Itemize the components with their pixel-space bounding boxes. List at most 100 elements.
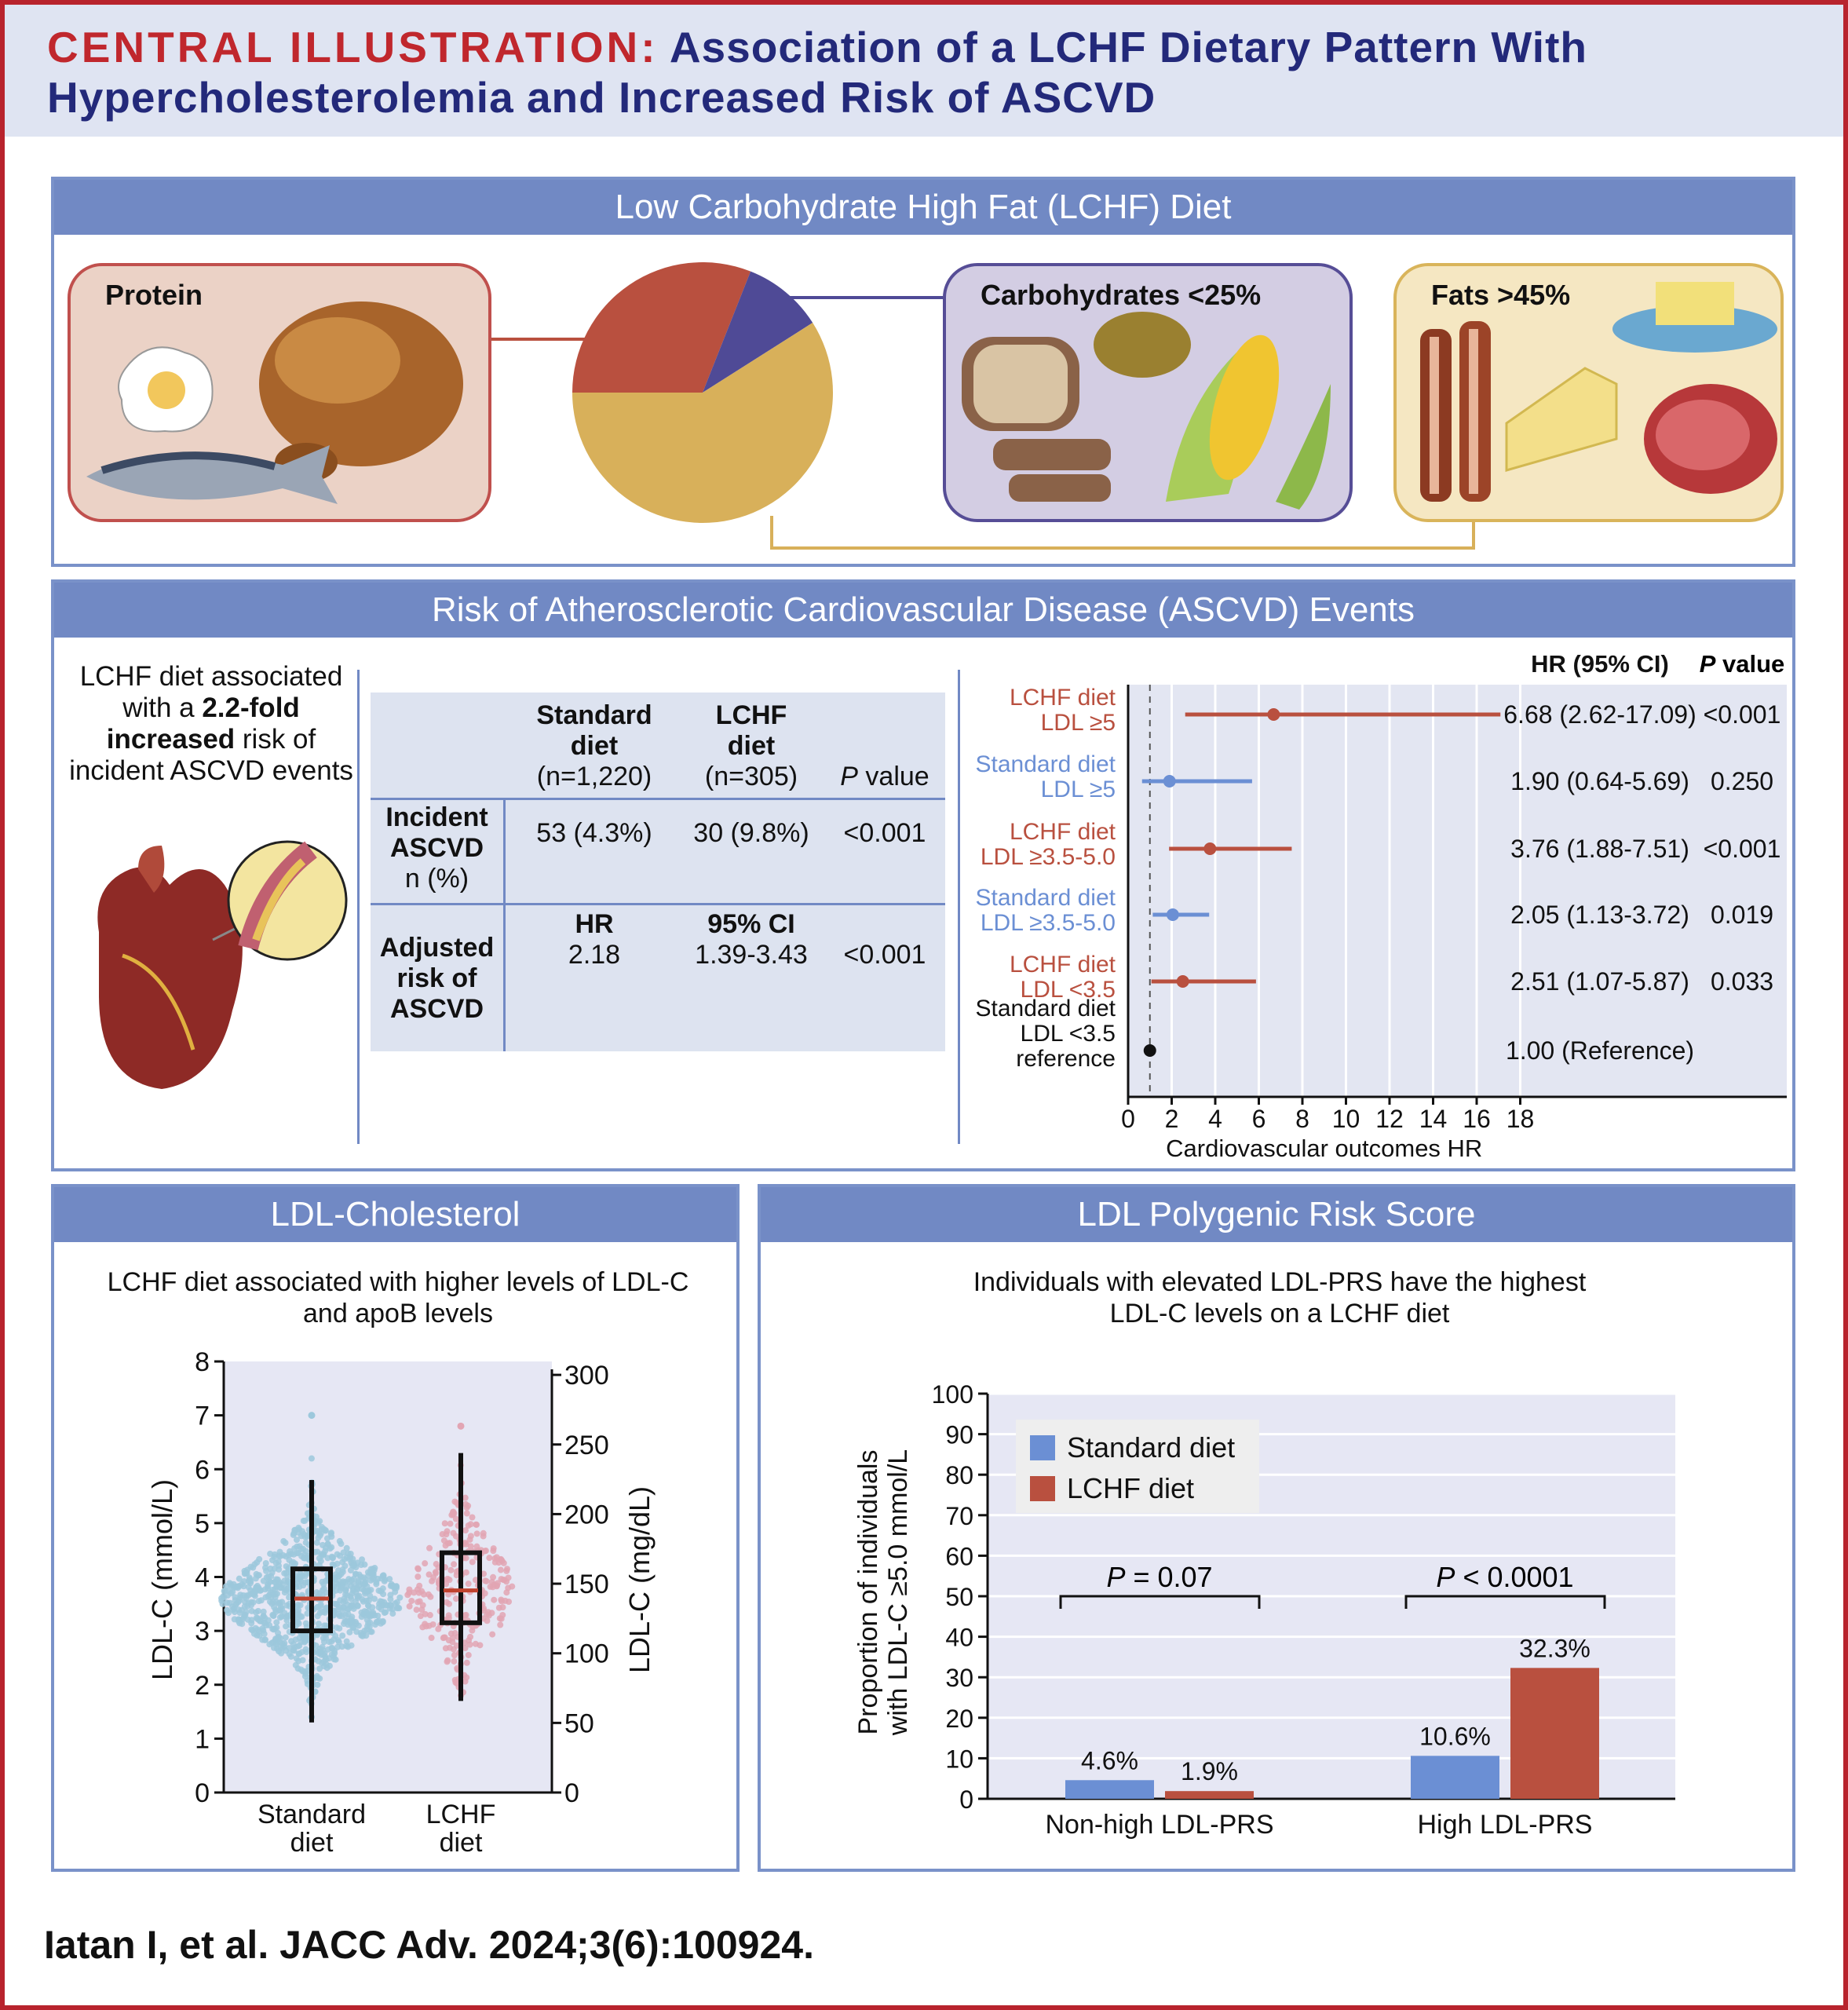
data-point (415, 1589, 422, 1596)
data-point (328, 1553, 335, 1560)
y-tick-label: 40 (945, 1624, 973, 1652)
data-point (447, 1566, 455, 1573)
data-point (345, 1606, 352, 1613)
data-point (257, 1597, 265, 1604)
chart-subtitle: and apoB levels (303, 1299, 493, 1328)
data-point (334, 1551, 341, 1558)
data-point (443, 1581, 450, 1588)
cell: 53 (4.3%) (536, 818, 652, 848)
data-point (256, 1555, 263, 1562)
y-tick-right-label: 250 (564, 1431, 609, 1460)
divider (357, 670, 360, 1144)
data-point (328, 1644, 335, 1651)
y-tick-label: 5 (195, 1509, 210, 1539)
data-point (427, 1593, 434, 1600)
data-point (348, 1582, 355, 1589)
data-point (293, 1655, 300, 1662)
data-point (300, 1545, 307, 1552)
y-tick-label: 4 (195, 1563, 210, 1593)
col-header-standard: Standard diet (n=1,220) (536, 700, 652, 791)
data-point (226, 1599, 233, 1606)
data-point (313, 1632, 320, 1639)
data-point (262, 1559, 269, 1566)
data-point (408, 1597, 415, 1604)
fats-label: Fats >45% (1431, 279, 1571, 311)
data-point (272, 1609, 279, 1616)
data-point (273, 1619, 280, 1626)
data-point (447, 1630, 455, 1637)
data-point (320, 1646, 327, 1654)
data-point (422, 1560, 429, 1567)
data-point (340, 1549, 347, 1556)
data-point (336, 1613, 343, 1620)
data-point (287, 1653, 294, 1660)
data-point (256, 1572, 263, 1579)
x-axis-label: Cardiovascular outcomes HR (1166, 1135, 1482, 1162)
data-point (320, 1663, 327, 1670)
row-label: LCHF diet (1010, 952, 1116, 978)
hr-value: 1.00 (Reference) (1506, 1036, 1694, 1065)
data-point (316, 1518, 323, 1525)
citation: Iatan I, et al. JACC Adv. 2024;3(6):1009… (44, 1923, 814, 1967)
data-point (370, 1570, 377, 1577)
potato-icon (1094, 312, 1191, 378)
data-point (297, 1570, 304, 1577)
data-point (330, 1653, 337, 1660)
y-tick-label: 70 (945, 1502, 973, 1530)
data-point (301, 1673, 309, 1680)
hr-point (1163, 775, 1176, 788)
y-tick-right-label: 100 (564, 1639, 609, 1669)
box (440, 1550, 482, 1625)
data-point (230, 1581, 237, 1588)
data-point (342, 1587, 349, 1594)
chart-subtitle: Individuals with elevated LDL-PRS have t… (973, 1267, 1587, 1297)
data-point (489, 1631, 496, 1638)
legend-swatch (1030, 1476, 1055, 1501)
data-point (341, 1621, 348, 1628)
y-tick-label: 100 (932, 1380, 973, 1409)
corn-icon (1166, 334, 1331, 510)
data-point (316, 1610, 323, 1617)
data-point (379, 1602, 386, 1609)
p-header: P value (1700, 650, 1785, 678)
data-point (465, 1502, 472, 1509)
cell: 30 (9.8%) (693, 818, 809, 848)
data-point (346, 1556, 353, 1563)
data-point (393, 1605, 400, 1612)
cell: <0.001 (843, 940, 926, 970)
y-tick-right-label: 300 (564, 1361, 609, 1391)
data-point (320, 1541, 327, 1548)
data-point (281, 1570, 288, 1577)
title-line1: Association of a LCHF Dietary Pattern Wi… (669, 23, 1587, 71)
data-point (327, 1545, 334, 1552)
data-point (451, 1657, 458, 1665)
data-point (367, 1577, 374, 1584)
data-point (267, 1565, 274, 1572)
data-point (296, 1643, 303, 1650)
data-point (336, 1624, 343, 1632)
data-point (488, 1578, 495, 1585)
data-point (237, 1594, 244, 1601)
data-point (441, 1520, 448, 1527)
data-point (244, 1603, 251, 1610)
prs-panel: LDL Polygenic Risk Score Individuals wit… (758, 1184, 1795, 1872)
row-label: LDL <3.5 (1021, 1021, 1116, 1047)
ascvd-table: Standard diet (n=1,220) LCHF diet (n=305) P … (371, 693, 945, 1051)
data-point (498, 1576, 505, 1583)
data-point (267, 1599, 274, 1606)
data-point (505, 1584, 512, 1592)
y-tick-label: 6 (195, 1455, 210, 1485)
data-point (253, 1609, 260, 1616)
row-label: LCHF diet (1010, 685, 1116, 711)
data-point (340, 1578, 347, 1585)
data-point (260, 1608, 267, 1615)
bar (1165, 1791, 1254, 1799)
pie-slice-protein (572, 262, 751, 393)
bar-value-label: 10.6% (1419, 1722, 1491, 1750)
data-point (282, 1634, 289, 1641)
data-point (503, 1567, 510, 1574)
data-point (490, 1548, 497, 1555)
data-point (387, 1592, 394, 1599)
p-value: <0.001 (1704, 700, 1781, 729)
data-point (313, 1539, 320, 1546)
